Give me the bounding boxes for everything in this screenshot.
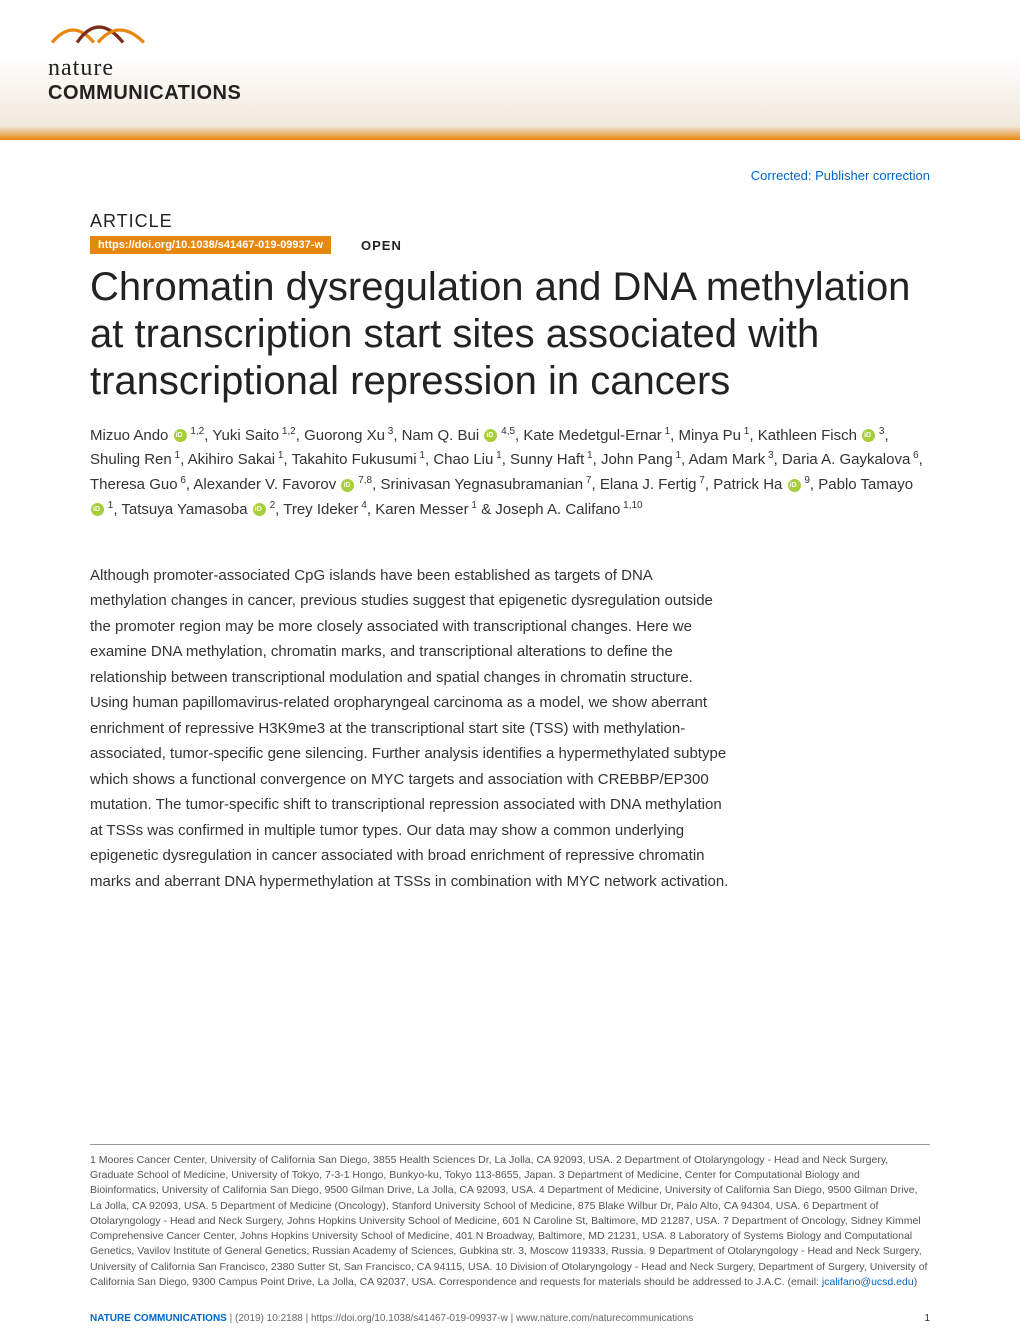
article-abstract: Although promoter-associated CpG islands…: [90, 563, 730, 895]
author-affiliation-ref: 3: [765, 450, 773, 461]
author: Daria A. Gaykalova: [782, 451, 910, 468]
author: Kathleen Fisch: [758, 427, 857, 444]
author: Minya Pu: [678, 427, 741, 444]
author-affiliation-ref: 1: [584, 450, 592, 461]
author: Joseph A. Califano: [495, 501, 620, 518]
author-affiliation-ref: 7: [583, 475, 591, 486]
author-affiliation-ref: 1: [417, 450, 425, 461]
author-affiliation-ref: 9: [802, 475, 810, 486]
author: Sunny Haft: [510, 451, 584, 468]
footer-citation: (2019) 10:2188 | https://doi.org/10.1038…: [235, 1313, 693, 1324]
author: Pablo Tamayo: [818, 476, 913, 493]
correction-link[interactable]: Corrected: Publisher correction: [90, 168, 930, 183]
author: Tatsuya Yamasoba: [121, 501, 247, 518]
author: Chao Liu: [433, 451, 493, 468]
doi-row: https://doi.org/10.1038/s41467-019-09937…: [90, 236, 930, 254]
article-title: Chromatin dysregulation and DNA methylat…: [90, 264, 930, 406]
article-type-label: ARTICLE: [90, 211, 930, 232]
author-affiliation-ref: 1,10: [620, 500, 642, 511]
orcid-icon[interactable]: [174, 429, 187, 442]
author-affiliation-ref: 1: [469, 500, 477, 511]
author: Alexander V. Favorov: [193, 476, 336, 493]
orcid-icon[interactable]: [788, 479, 801, 492]
author-affiliation-ref: 1: [105, 500, 113, 511]
orcid-icon[interactable]: [484, 429, 497, 442]
author-affiliation-ref: 3: [876, 426, 884, 437]
orcid-icon[interactable]: [253, 503, 266, 516]
affiliations-block: 1 Moores Cancer Center, University of Ca…: [90, 1144, 930, 1290]
author: Srinivasan Yegnasubramanian: [380, 476, 583, 493]
footer-sep: |: [227, 1313, 235, 1324]
author-affiliation-ref: 3: [385, 426, 393, 437]
author-affiliation-ref: 7: [697, 475, 705, 486]
author-affiliation-ref: 4: [359, 500, 367, 511]
author-affiliation-ref: 1: [741, 426, 749, 437]
journal-logo: nature COMMUNICATIONS: [48, 10, 258, 120]
author-affiliation-ref: 2: [267, 500, 275, 511]
footer-left: NATURE COMMUNICATIONS | (2019) 10:2188 |…: [90, 1313, 693, 1324]
author-affiliation-ref: 1: [493, 450, 501, 461]
author-affiliation-ref: 6: [178, 475, 186, 486]
author: Nam Q. Bui: [402, 427, 480, 444]
orcid-icon[interactable]: [91, 503, 104, 516]
doi-badge[interactable]: https://doi.org/10.1038/s41467-019-09937…: [90, 236, 331, 254]
author: Akihiro Sakai: [188, 451, 276, 468]
author-affiliation-ref: 1,2: [279, 426, 296, 437]
author: Shuling Ren: [90, 451, 172, 468]
author: Trey Ideker: [283, 501, 358, 518]
author-affiliation-ref: 1,2: [188, 426, 205, 437]
orcid-icon[interactable]: [862, 429, 875, 442]
page-footer: NATURE COMMUNICATIONS | (2019) 10:2188 |…: [90, 1313, 930, 1324]
author-affiliation-ref: 1: [673, 450, 681, 461]
page-content: Corrected: Publisher correction ARTICLE …: [0, 168, 1020, 894]
logo-text-communications: COMMUNICATIONS: [48, 82, 258, 105]
author-affiliation-ref: 1: [275, 450, 283, 461]
author: Guorong Xu: [304, 427, 385, 444]
author: Mizuo Ando: [90, 427, 168, 444]
author-affiliation-ref: 4,5: [498, 426, 515, 437]
author: Adam Mark: [689, 451, 766, 468]
author: Elana J. Fertig: [600, 476, 697, 493]
footer-journal: NATURE COMMUNICATIONS: [90, 1313, 227, 1324]
author: Takahito Fukusumi: [292, 451, 417, 468]
author-affiliation-ref: 1: [172, 450, 180, 461]
orcid-icon[interactable]: [341, 479, 354, 492]
logo-text-nature: nature: [48, 55, 258, 82]
open-access-label: OPEN: [361, 238, 402, 253]
author: Karen Messer: [375, 501, 468, 518]
author: Kate Medetgul-Ernar: [523, 427, 661, 444]
corresponding-email[interactable]: jcalifano@ucsd.edu: [822, 1276, 914, 1288]
author: Patrick Ha: [713, 476, 782, 493]
author-affiliation-ref: 1: [662, 426, 670, 437]
author-list: Mizuo Ando 1,2, Yuki Saito 1,2, Guorong …: [90, 424, 930, 523]
journal-header: nature COMMUNICATIONS: [0, 0, 1020, 140]
author: John Pang: [601, 451, 673, 468]
footer-page-number: 1: [924, 1313, 930, 1324]
author-affiliation-ref: 6: [910, 450, 918, 461]
author: Theresa Guo: [90, 476, 178, 493]
affiliations-text: 1 Moores Cancer Center, University of Ca…: [90, 1154, 927, 1288]
author-affiliation-ref: 7,8: [355, 475, 372, 486]
affiliations-close: ): [914, 1276, 918, 1288]
author: Yuki Saito: [212, 427, 279, 444]
logo-arch-icon: [48, 10, 148, 50]
